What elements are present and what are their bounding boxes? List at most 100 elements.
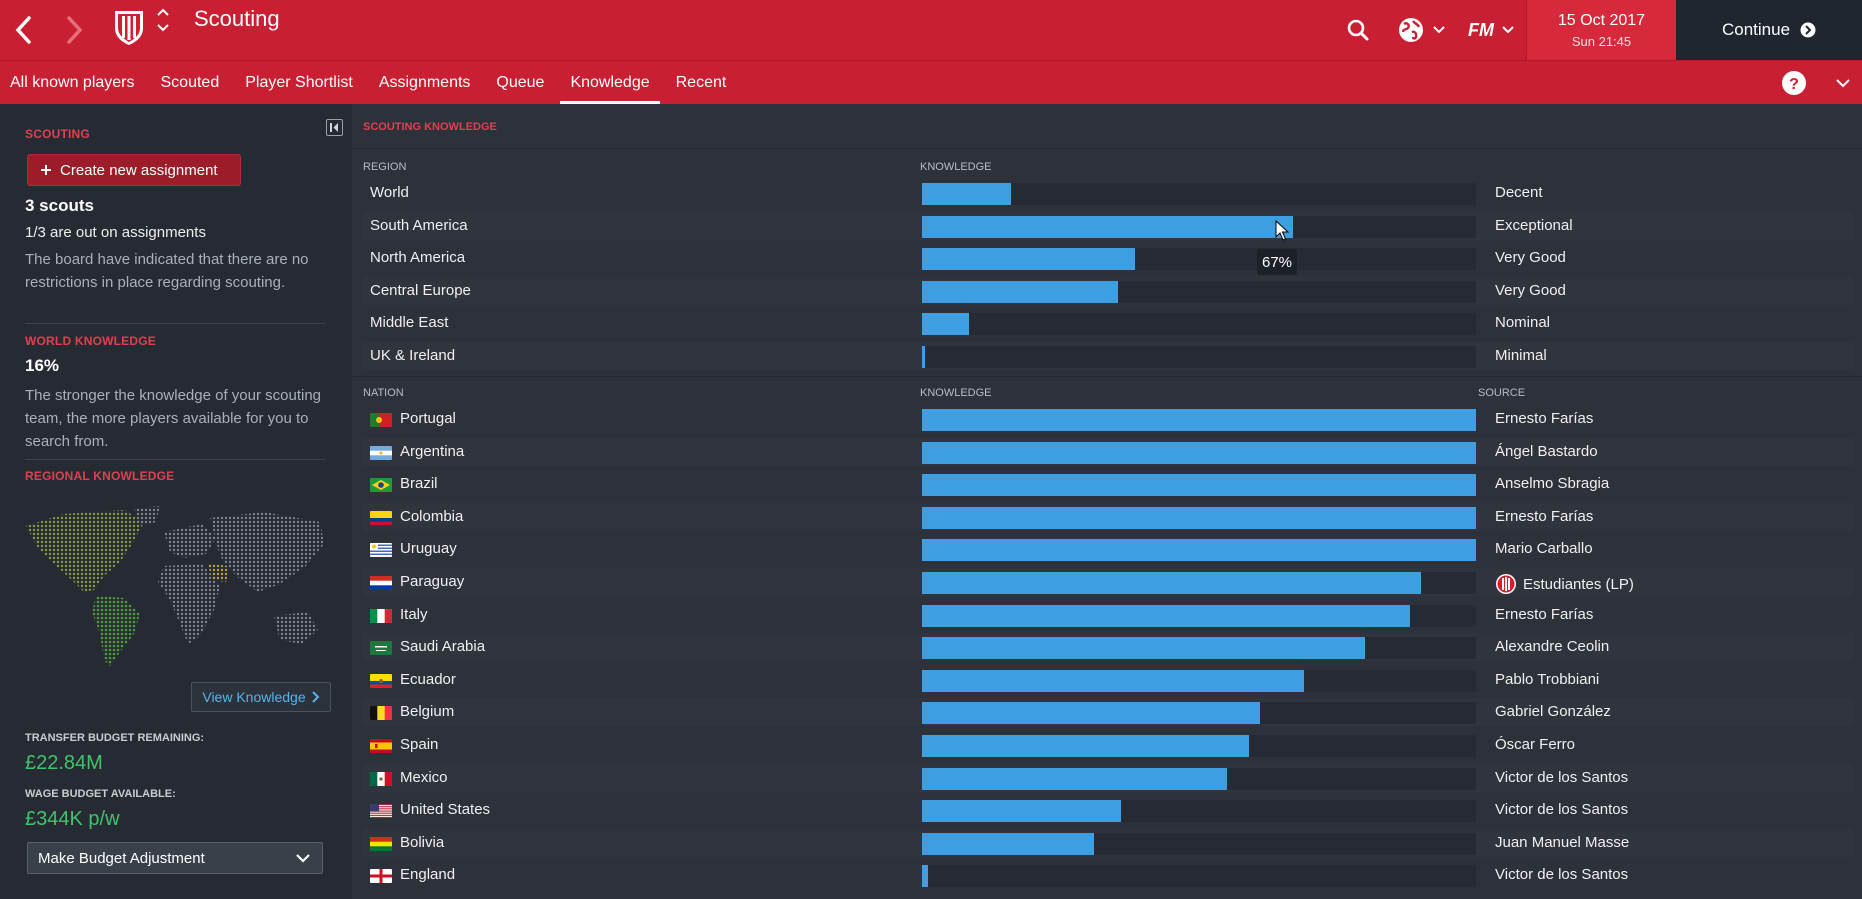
united-states-flag-icon bbox=[370, 804, 392, 819]
paraguay-flag-icon bbox=[370, 576, 392, 590]
nation-name: Paraguay bbox=[400, 573, 465, 590]
nation-row-saudi-arabia[interactable]: Saudi Arabia Alexandre Ceolin bbox=[363, 633, 1853, 662]
scouts-count: 3 scouts bbox=[25, 196, 94, 215]
nation-row-belgium[interactable]: Belgium Gabriel González bbox=[363, 698, 1853, 727]
knowledge-bar-track bbox=[922, 637, 1476, 660]
source-name: Mario Carballo bbox=[1495, 540, 1593, 558]
source-name: Estudiantes (LP) bbox=[1523, 575, 1634, 593]
nation-row-brazil[interactable]: Brazil Anselmo Sbragia bbox=[363, 470, 1853, 498]
region-row-south-america[interactable]: South America Exceptional bbox=[363, 211, 1853, 240]
world-menu[interactable] bbox=[1386, 0, 1456, 60]
nation-row-portugal[interactable]: Portugal Ernesto Farías bbox=[363, 405, 1853, 433]
knowledge-rating: Decent bbox=[1495, 184, 1543, 201]
knowledge-bar-track bbox=[922, 409, 1476, 431]
world-map-icon[interactable] bbox=[24, 504, 328, 670]
source-name: Óscar Ferro bbox=[1495, 736, 1576, 753]
game-date[interactable]: 15 Oct 2017 Sun 21:45 bbox=[1526, 0, 1676, 60]
forward-button[interactable] bbox=[52, 0, 98, 60]
create-assignment-button[interactable]: Create new assignment bbox=[27, 154, 241, 186]
time-text: Sun 21:45 bbox=[1571, 33, 1632, 49]
source-column-header[interactable]: SOURCE bbox=[1478, 387, 1526, 399]
budget-adjustment-select[interactable]: Make Budget Adjustment bbox=[27, 842, 323, 874]
chevron-down-icon bbox=[157, 24, 169, 32]
search-icon bbox=[1347, 19, 1369, 41]
region-row-middle-east[interactable]: Middle East Nominal bbox=[363, 309, 1853, 337]
nation-row-united-states[interactable]: United States Victor de los Santos bbox=[363, 796, 1853, 824]
spain-flag-icon bbox=[370, 739, 392, 753]
nation-row-mexico[interactable]: Mexico Victor de los Santos bbox=[363, 763, 1853, 792]
region-row-central-europe[interactable]: Central Europe Very Good bbox=[363, 276, 1853, 305]
nation-name: England bbox=[400, 866, 456, 884]
more-options-button[interactable] bbox=[1824, 61, 1862, 105]
nation-row-argentina[interactable]: Argentina Ángel Bastardo bbox=[363, 437, 1853, 466]
knowledge-bar bbox=[922, 832, 1094, 855]
region-row-uk-ireland[interactable]: UK & Ireland Minimal bbox=[363, 342, 1853, 370]
knowledge-column-header[interactable]: KNOWLEDGE bbox=[920, 387, 992, 399]
tab-recent[interactable]: Recent bbox=[675, 73, 727, 91]
help-button[interactable]: ? bbox=[1764, 61, 1824, 105]
nation-row-spain[interactable]: Spain Óscar Ferro bbox=[363, 731, 1853, 759]
world-knowledge-heading: WORLD KNOWLEDGE bbox=[25, 334, 156, 348]
tab-assignments[interactable]: Assignments bbox=[378, 73, 471, 91]
svg-text:?: ? bbox=[1789, 76, 1799, 93]
region-row-world[interactable]: World Decent bbox=[363, 179, 1853, 207]
knowledge-bar bbox=[922, 767, 1227, 790]
tab-player-shortlist[interactable]: Player Shortlist bbox=[245, 73, 353, 91]
knowledge-source: Ernesto Farías bbox=[1495, 606, 1593, 623]
help-icon: ? bbox=[1782, 71, 1806, 95]
knowledge-source: Anselmo Sbragia bbox=[1495, 475, 1609, 492]
nation-row-italy[interactable]: Italy Ernesto Farías bbox=[363, 601, 1853, 629]
knowledge-bar-track bbox=[922, 702, 1476, 725]
nation-row-paraguay[interactable]: Paraguay Estudiantes (LP) bbox=[363, 568, 1853, 596]
tab-knowledge[interactable]: Knowledge bbox=[560, 61, 660, 104]
view-knowledge-button[interactable]: View Knowledge bbox=[191, 682, 331, 712]
regional-knowledge-heading: REGIONAL KNOWLEDGE bbox=[25, 469, 175, 483]
create-assignment-label: Create new assignment bbox=[60, 161, 218, 179]
nation-row-uruguay[interactable]: Uruguay Mario Carballo bbox=[363, 535, 1853, 563]
knowledge-source[interactable]: Estudiantes (LP) bbox=[1495, 573, 1634, 595]
knowledge-source: Óscar Ferro bbox=[1495, 736, 1575, 753]
knowledge-rating: Very Good bbox=[1495, 281, 1566, 299]
nation-row-england[interactable]: England Victor de los Santos bbox=[363, 861, 1853, 889]
nation-row-bolivia[interactable]: Bolivia Juan Manuel Masse bbox=[363, 828, 1853, 857]
colombia-flag-icon bbox=[370, 510, 392, 525]
tab-scouted[interactable]: Scouted bbox=[160, 73, 220, 91]
top-header: Scouting FM 15 Oct 2017 Sun 21:45 Contin… bbox=[0, 0, 1862, 60]
scouting-knowledge-heading: SCOUTING KNOWLEDGE bbox=[363, 121, 497, 133]
knowledge-column-header[interactable]: KNOWLEDGE bbox=[920, 161, 992, 173]
knowledge-bar bbox=[922, 183, 1011, 205]
knowledge-bar-track bbox=[922, 767, 1476, 790]
source-name: Ernesto Farías bbox=[1495, 507, 1594, 525]
divider bbox=[352, 376, 1862, 377]
fm-menu[interactable]: FM bbox=[1456, 0, 1526, 60]
knowledge-bar-track bbox=[922, 280, 1476, 303]
date-text: 15 Oct 2017 bbox=[1557, 11, 1646, 29]
budget-adjustment-label: Make Budget Adjustment bbox=[38, 849, 205, 867]
source-name: Victor de los Santos bbox=[1495, 768, 1629, 786]
club-switcher[interactable] bbox=[154, 8, 172, 32]
knowledge-bar bbox=[922, 669, 1305, 692]
continue-button[interactable]: Continue bbox=[1676, 0, 1862, 60]
nation-row-colombia[interactable]: Colombia Ernesto Farías bbox=[363, 502, 1853, 531]
nation-name: Portugal bbox=[400, 410, 456, 427]
collapse-sidebar-button[interactable] bbox=[326, 119, 343, 136]
knowledge-bar bbox=[922, 702, 1260, 725]
source-name: Pablo Trobbiani bbox=[1495, 670, 1600, 688]
club-badge-icon[interactable] bbox=[112, 8, 146, 46]
knowledge-bar-track bbox=[922, 183, 1476, 205]
region-column-header[interactable]: REGION bbox=[363, 161, 407, 173]
nation-row-ecuador[interactable]: Ecuador Pablo Trobbiani bbox=[363, 666, 1853, 694]
source-name: Ernesto Farías bbox=[1495, 605, 1594, 623]
nation-column-header[interactable]: NATION bbox=[363, 387, 404, 399]
knowledge-bar-track bbox=[922, 474, 1476, 497]
mouse-cursor-icon bbox=[1275, 220, 1289, 241]
knowledge-bar-track bbox=[922, 865, 1476, 888]
nation-name: Belgium bbox=[400, 703, 455, 721]
knowledge-bar-track bbox=[922, 800, 1476, 823]
tab-queue[interactable]: Queue bbox=[496, 73, 545, 91]
search-button[interactable] bbox=[1330, 0, 1386, 60]
region-row-north-america[interactable]: North America Very Good bbox=[363, 244, 1853, 272]
knowledge-bar bbox=[922, 346, 925, 368]
back-button[interactable] bbox=[0, 0, 46, 60]
tab-all-known-players[interactable]: All known players bbox=[10, 73, 135, 91]
